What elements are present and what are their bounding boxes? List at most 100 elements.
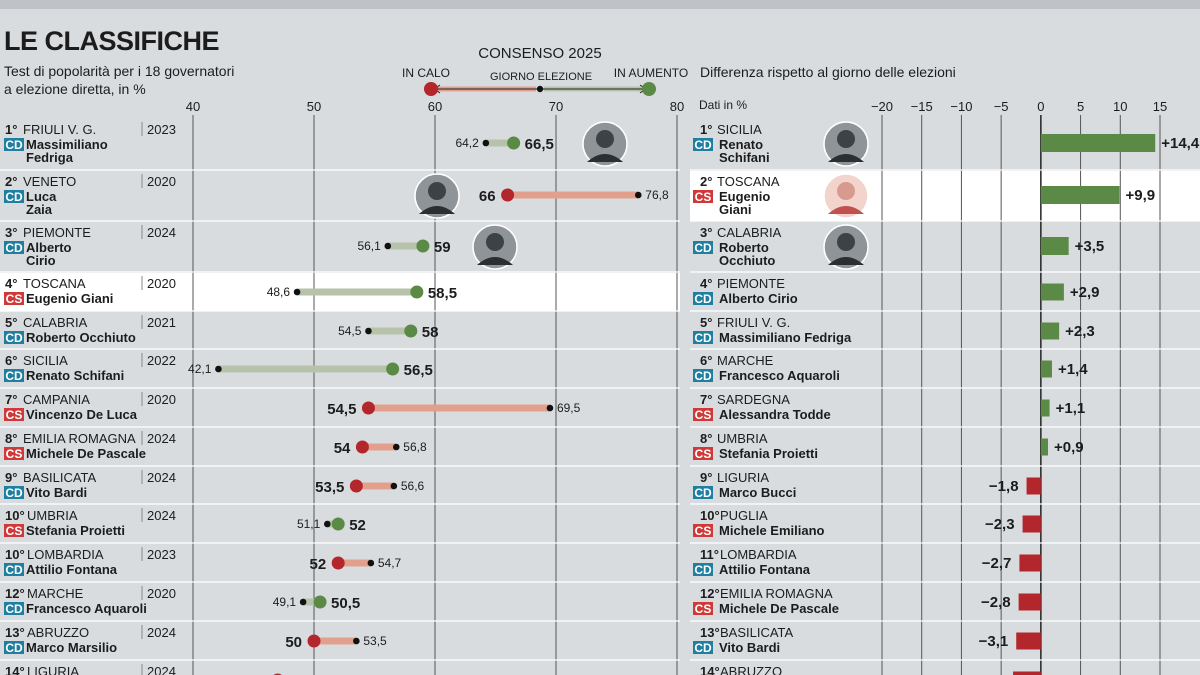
left-year: 2024 — [147, 625, 176, 640]
right-rank: 10° — [700, 508, 720, 523]
right-rank: 2° — [700, 174, 712, 189]
left-region: CALABRIA — [23, 315, 88, 330]
right-party-badge — [693, 524, 713, 537]
right-region: PUGLIA — [720, 508, 768, 523]
right-name: Massimiliano Fedriga — [719, 330, 852, 345]
right-tick-label: −10 — [950, 99, 972, 114]
left-party-badge — [4, 138, 24, 151]
right-party-badge-text: CS — [695, 447, 712, 461]
governor-photo-body — [587, 154, 623, 162]
left-party-badge-text: CD — [5, 190, 23, 204]
current-value-label: 50,5 — [331, 595, 360, 612]
left-region: CAMPANIA — [23, 392, 90, 407]
right-party-badge — [693, 563, 713, 576]
election-value-label: 76,8 — [645, 188, 669, 202]
right-rank: 1° — [700, 122, 712, 137]
left-year: 2024 — [147, 508, 176, 523]
right-tick-label: −15 — [911, 99, 933, 114]
left-rank: 2° — [5, 174, 17, 189]
difference-bar — [1040, 360, 1052, 378]
difference-bar — [1040, 399, 1050, 417]
right-party-badge-text: CD — [694, 369, 712, 383]
legend-increase-dot — [642, 82, 656, 96]
right-party-badge — [693, 292, 713, 305]
right-name: Attilio Fontana — [719, 562, 811, 577]
governor-photo-head — [596, 130, 614, 148]
current-value-label: 58 — [422, 324, 439, 341]
right-name: Francesco Aquaroli — [719, 368, 840, 383]
left-name: Zaia — [26, 202, 53, 217]
right-name: Michele Emiliano — [719, 523, 825, 538]
right-tick-label: 15 — [1153, 99, 1167, 114]
difference-label: +2,3 — [1065, 323, 1095, 340]
right-party-badge — [693, 369, 713, 382]
current-dot — [331, 517, 345, 531]
left-rank: 8° — [5, 431, 17, 446]
right-party-badge-text: CD — [694, 641, 712, 655]
right-name: Alessandra Todde — [719, 407, 831, 422]
right-rank: 7° — [700, 392, 712, 407]
current-value-label: 66,5 — [525, 136, 554, 153]
subtitle-line-1: Test di popolarità per i 18 governatori — [4, 63, 235, 79]
election-dot — [215, 365, 222, 373]
governor-photo-head — [837, 233, 855, 251]
difference-bar — [1018, 593, 1041, 611]
difference-bar — [1040, 237, 1069, 255]
left-tick-label: 60 — [428, 99, 442, 114]
right-region: SICILIA — [717, 122, 762, 137]
election-dot — [299, 598, 307, 606]
left-name: Renato Schifani — [26, 368, 124, 383]
left-party-badge-text: CD — [5, 641, 23, 655]
election-value-label: 69,5 — [557, 401, 581, 415]
left-region: LOMBARDIA — [27, 547, 104, 562]
left-region: MARCHE — [27, 586, 84, 601]
right-rank: 6° — [700, 353, 712, 368]
legend-title: CONSENSO 2025 — [478, 45, 601, 62]
difference-bar — [1040, 438, 1049, 456]
right-party-badge — [693, 241, 713, 254]
right-party-badge — [693, 447, 713, 460]
election-value-label: 64,2 — [455, 136, 479, 150]
left-region: SICILIA — [23, 353, 68, 368]
left-party-badge-text: CD — [5, 563, 23, 577]
election-value-label: 42,1 — [188, 362, 212, 376]
governor-photo-head — [486, 233, 504, 251]
right-party-badge-text: CD — [694, 138, 712, 152]
left-party-badge — [4, 241, 24, 254]
left-region: BASILICATA — [23, 470, 97, 485]
right-party-badge — [693, 486, 713, 499]
election-value-label: 51,1 — [297, 517, 321, 531]
right-rank: 9° — [700, 470, 712, 485]
right-tick-label: 10 — [1113, 99, 1127, 114]
right-party-badge-text: CS — [695, 524, 712, 538]
left-name: Michele De Pascale — [26, 446, 146, 461]
left-name: Stefania Proietti — [26, 523, 125, 538]
left-party-badge — [4, 641, 24, 654]
left-party-badge-text: CD — [5, 486, 23, 500]
difference-bar — [1040, 186, 1120, 204]
right-tick-label: 0 — [1037, 99, 1044, 114]
left-rank: 5° — [5, 315, 17, 330]
left-party-badge — [4, 369, 24, 382]
subtitle-line-2: a elezione diretta, in % — [4, 81, 146, 97]
governor-photo-body — [828, 206, 864, 214]
difference-label: +9,9 — [1125, 187, 1155, 204]
right-region: LIGURIA — [717, 470, 769, 485]
left-region: EMILIA ROMAGNA — [23, 431, 136, 446]
difference-bar — [1019, 554, 1041, 572]
right-name: Renato — [719, 137, 763, 152]
left-party-badge-text: CS — [6, 292, 23, 306]
difference-label: +2,9 — [1070, 284, 1100, 301]
election-dot — [353, 637, 360, 645]
left-party-badge — [4, 524, 24, 537]
left-region: PIEMONTE — [23, 225, 91, 240]
left-name: Cirio — [26, 253, 56, 268]
right-rank: 8° — [700, 431, 712, 446]
election-dot — [546, 404, 554, 412]
current-dot — [416, 239, 430, 253]
right-tick-label: −5 — [994, 99, 1009, 114]
right-party-badge — [693, 408, 713, 421]
right-party-badge-text: CS — [695, 408, 712, 422]
left-year: 2023 — [147, 122, 176, 137]
right-rank: 4° — [700, 276, 712, 291]
